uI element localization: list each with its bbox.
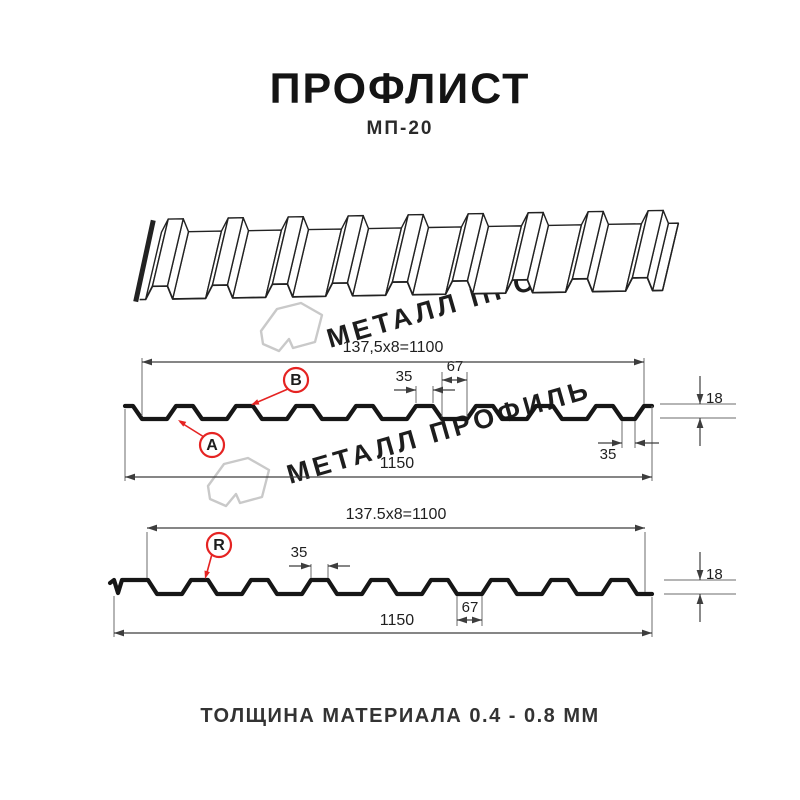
callout-arrow [251, 399, 260, 405]
callout-circle-a [198, 431, 226, 459]
callout-arrow [178, 420, 187, 427]
sheet-front-edge [139, 276, 663, 301]
dim-label-height: 18 [706, 390, 723, 407]
callout-letter-a: A [206, 437, 218, 454]
dim-label-total-width: 1150 [380, 455, 415, 472]
dimension-arrow [328, 562, 338, 570]
dim-label-valley-width: 67 [447, 358, 464, 375]
dimension-arrow [696, 594, 704, 604]
dimension-arrow [114, 629, 124, 637]
dimension-arrow [696, 418, 704, 428]
metall-profil-logo-icon [259, 301, 324, 353]
dimension-arrow [642, 473, 652, 481]
dim-label-total-width: 1150 [380, 612, 415, 629]
dimension-arrow [147, 524, 157, 532]
callout-leader [252, 388, 289, 405]
callout-letter-r: R [213, 537, 225, 554]
dim-label-lap-width: 35 [600, 446, 617, 463]
watermark-lower: МЕТАЛЛ ПРОФИЛЬ [206, 374, 595, 508]
material-thickness-note: ТОЛЩИНА МАТЕРИАЛА 0.4 - 0.8 ММ [200, 705, 599, 727]
callout-circle-r [205, 531, 233, 559]
dim-label-top-pitch: 137,5x8=1100 [343, 339, 444, 356]
sheet-right-cut-edge [661, 222, 680, 291]
sheet-3d-view [133, 209, 680, 303]
profile-outline [107, 577, 655, 597]
dimension-arrow [696, 394, 704, 404]
dimension-arrow [472, 616, 482, 624]
page-subtitle: МП-20 [367, 118, 434, 139]
dim-label-height: 18 [706, 566, 723, 583]
dimension-arrow [125, 473, 135, 481]
dim-label-valley-width: 67 [462, 599, 479, 616]
dimension-arrow [406, 386, 416, 394]
page-title: ПРОФЛИСТ [270, 65, 531, 113]
profile-section-ab: 137,5x8=1100 35 67 35 18 1150 A B [122, 339, 736, 481]
dimension-arrow [457, 376, 467, 384]
callout-circle-b [282, 366, 310, 394]
dim-label-crest-width: 35 [396, 368, 413, 385]
dimension-arrow [142, 358, 152, 366]
callout-arrow [204, 570, 210, 579]
dim-label-top-pitch: 137.5x8=1100 [346, 506, 447, 523]
dimension-arrow [634, 358, 644, 366]
dimension-arrow [442, 376, 452, 384]
dimension-arrow [635, 524, 645, 532]
callout-letter-b: B [290, 372, 302, 389]
dimension-arrow [301, 562, 311, 570]
dimension-arrow [457, 616, 467, 624]
dim-label-crest-width: 35 [291, 544, 308, 561]
dimension-arrow [612, 439, 622, 447]
dimension-arrow [696, 570, 704, 580]
sheet-left-cut-edge [133, 219, 156, 303]
dimension-arrow [433, 386, 443, 394]
dimension-arrow [635, 439, 645, 447]
metall-profil-logo-icon [206, 456, 271, 508]
dimension-arrow [642, 629, 652, 637]
profile-outline [122, 403, 655, 422]
profile-section-r: 137.5x8=1100 35 67 18 1150 R [107, 506, 736, 637]
